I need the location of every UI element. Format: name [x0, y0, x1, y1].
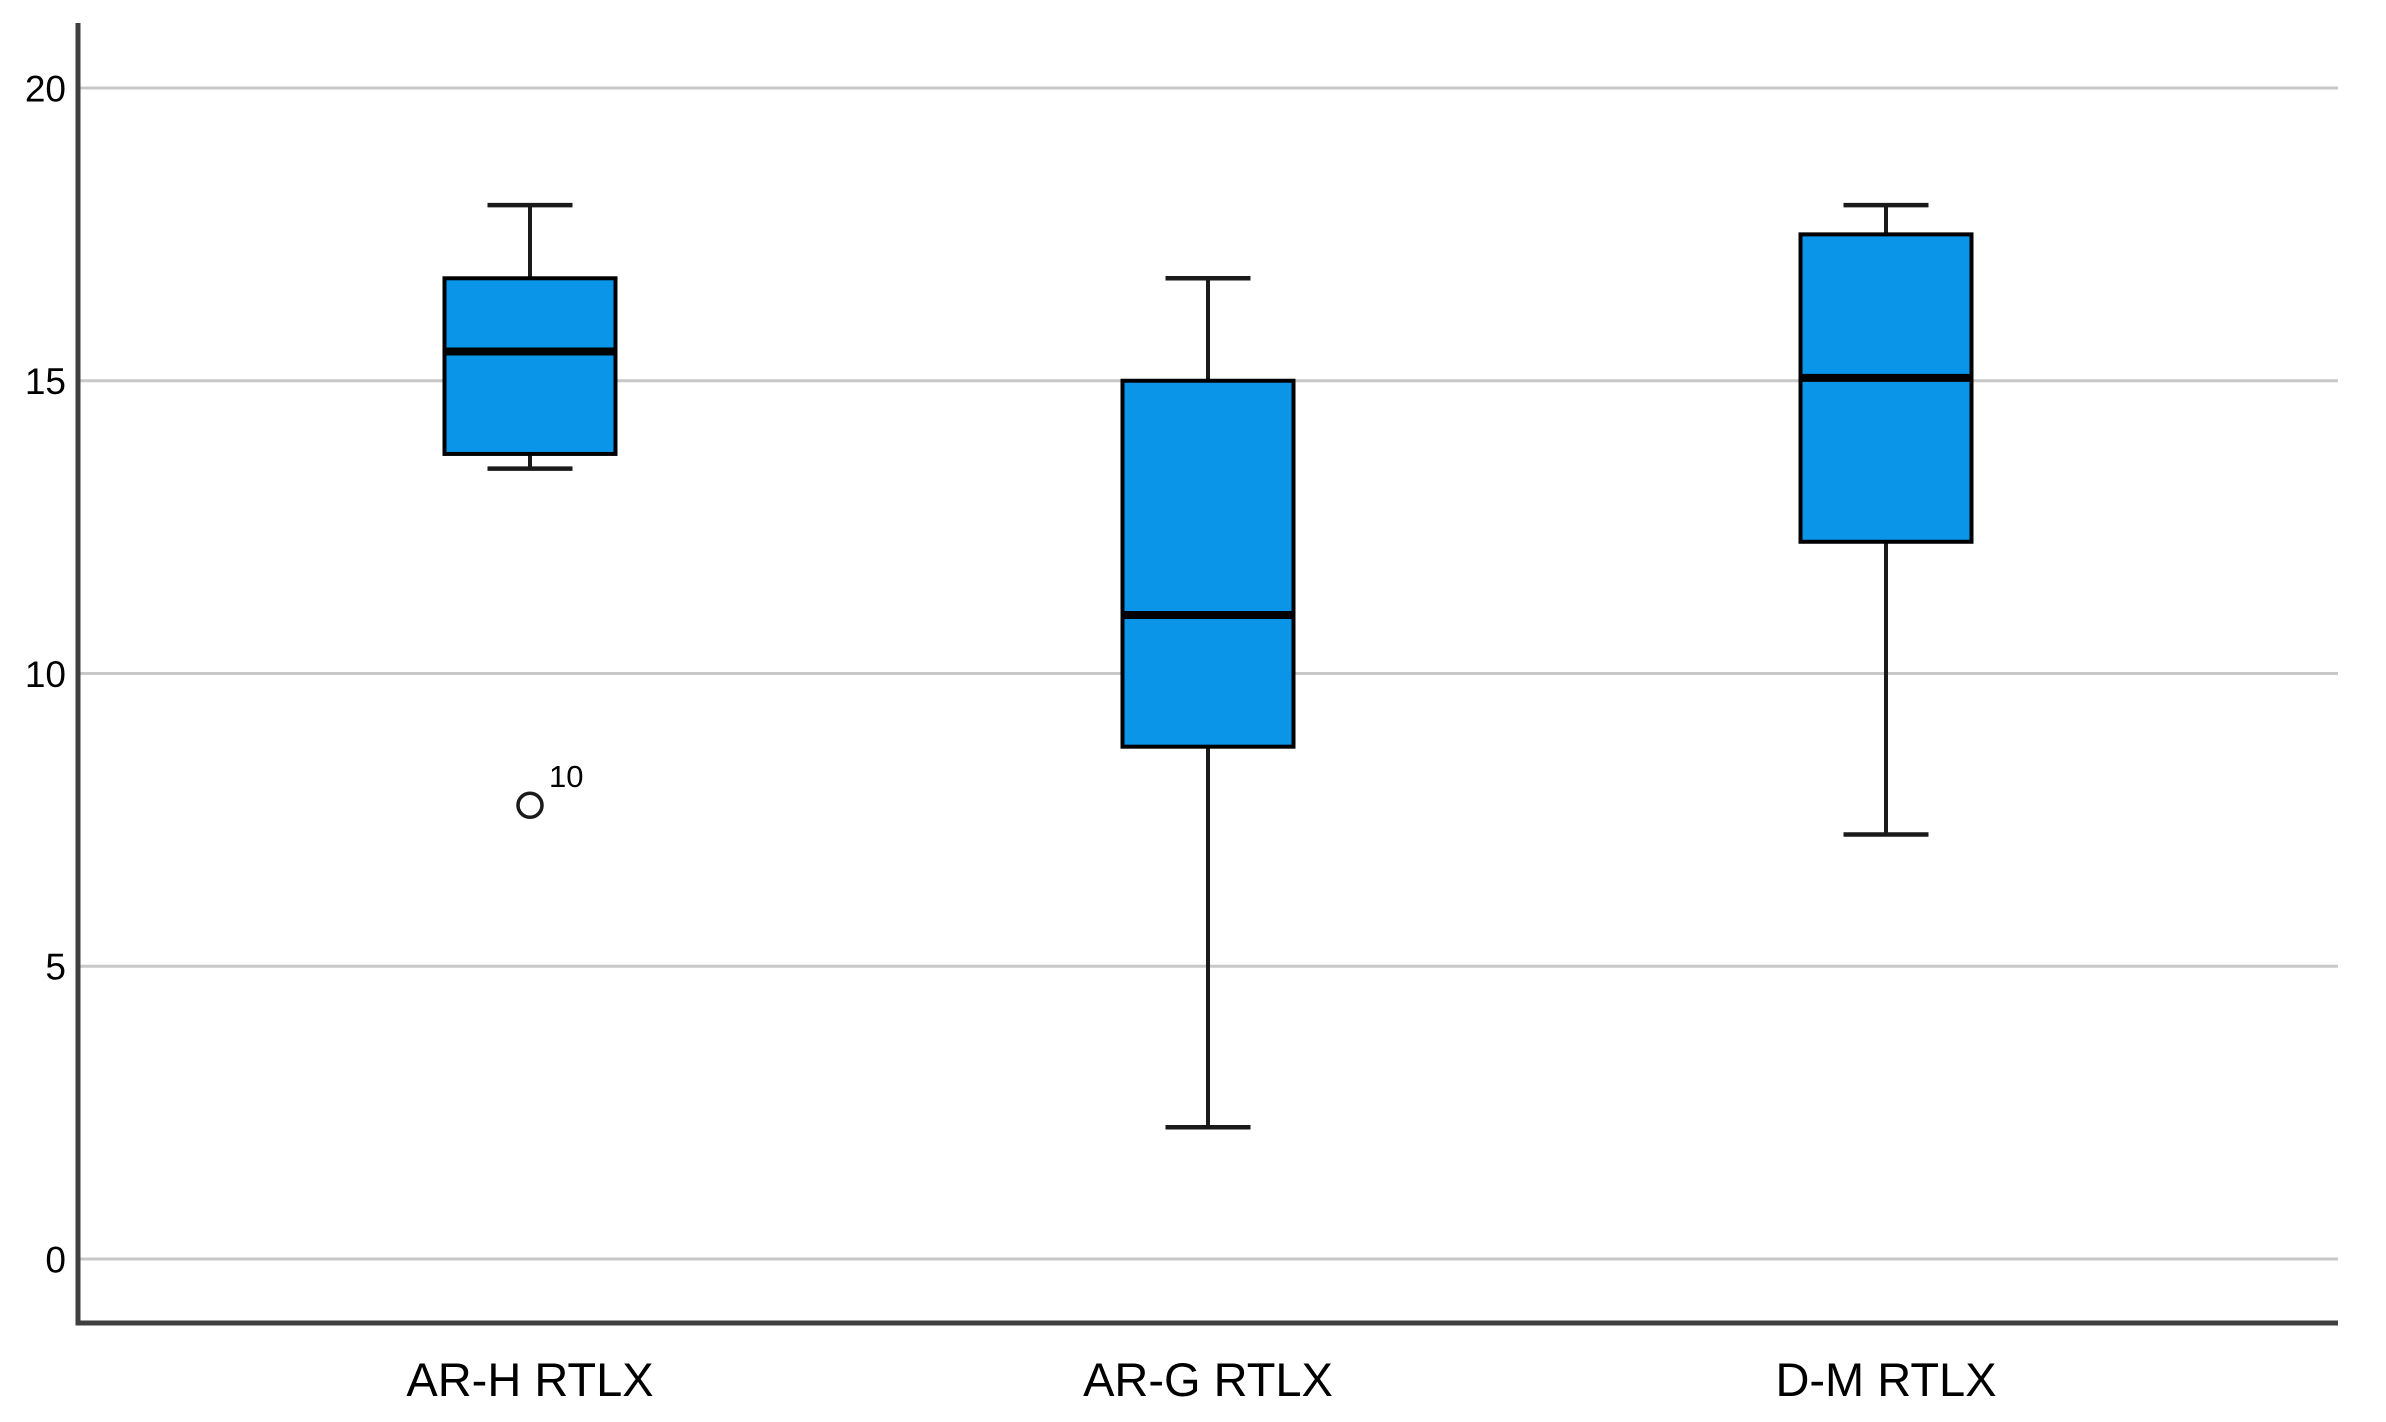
- y-tick-labels-group: 0 5 10 15 20: [25, 68, 66, 1280]
- iqr-box: [1120, 378, 1296, 749]
- outlier-label: 10: [549, 759, 583, 794]
- axes-group: [75, 23, 2338, 1326]
- y-tick-label: 5: [45, 947, 66, 988]
- x-category-label: D-M RTLX: [1775, 1353, 1996, 1406]
- y-tick-label: 10: [25, 654, 66, 695]
- box-ar-h-rtlx: 10: [442, 202, 618, 819]
- x-category-label: AR-H RTLX: [406, 1353, 653, 1406]
- box-ar-g-rtlx: [1120, 276, 1296, 1130]
- x-category-labels-group: AR-H RTLX AR-G RTLX D-M RTLX: [406, 1353, 1996, 1406]
- y-tick-label: 0: [45, 1239, 66, 1280]
- y-tick-label: 15: [25, 361, 66, 402]
- iqr-box: [442, 276, 618, 456]
- y-tick-label: 20: [25, 68, 66, 109]
- box-d-m-rtlx: [1798, 202, 1974, 837]
- x-category-label: AR-G RTLX: [1083, 1353, 1333, 1406]
- outlier-point: [516, 791, 544, 819]
- iqr-box: [1798, 232, 1974, 544]
